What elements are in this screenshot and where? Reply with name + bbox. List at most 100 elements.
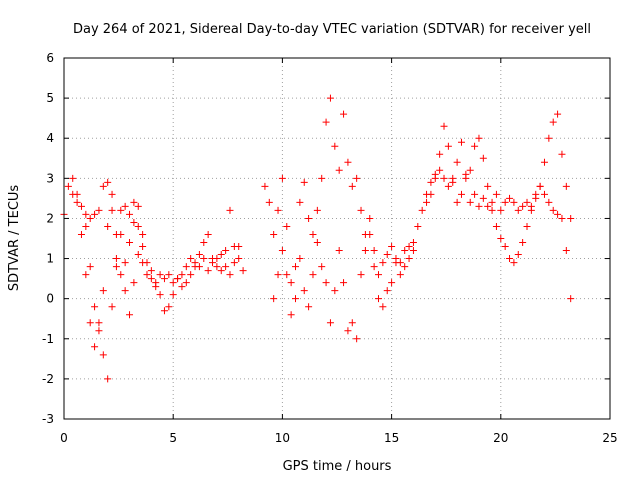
data-point bbox=[222, 263, 230, 271]
data-point bbox=[405, 255, 413, 263]
data-point bbox=[492, 190, 500, 198]
data-point bbox=[440, 122, 448, 130]
data-point bbox=[344, 158, 352, 166]
data-point bbox=[453, 158, 461, 166]
data-point bbox=[182, 279, 190, 287]
data-point bbox=[388, 279, 396, 287]
data-point bbox=[326, 94, 334, 102]
data-point bbox=[82, 210, 90, 218]
data-point bbox=[340, 279, 348, 287]
data-point bbox=[134, 202, 142, 210]
data-point bbox=[91, 210, 99, 218]
data-point bbox=[213, 255, 221, 263]
data-point bbox=[409, 239, 417, 247]
data-point bbox=[401, 263, 409, 271]
data-point bbox=[195, 251, 203, 259]
y-tick-label: 3 bbox=[46, 171, 54, 185]
data-point bbox=[121, 202, 129, 210]
data-point bbox=[457, 190, 465, 198]
data-point bbox=[160, 275, 168, 283]
data-point bbox=[64, 182, 72, 190]
axis-ticks: 0 5 10 15 20 25 -3 -2 -1 0 1 2 3 4 5 6 bbox=[42, 51, 618, 445]
data-point bbox=[313, 239, 321, 247]
y-tick-label: -1 bbox=[42, 332, 54, 346]
data-point bbox=[235, 255, 243, 263]
x-tick-label: 15 bbox=[384, 431, 399, 445]
data-point bbox=[121, 287, 129, 295]
data-point bbox=[86, 214, 94, 222]
data-point bbox=[270, 230, 278, 238]
y-tick-label: 4 bbox=[46, 131, 54, 145]
data-point bbox=[444, 142, 452, 150]
data-point bbox=[165, 271, 173, 279]
data-point bbox=[292, 295, 300, 303]
data-point bbox=[204, 267, 212, 275]
series-trace-d bbox=[261, 94, 575, 287]
y-tick-label: 2 bbox=[46, 211, 54, 225]
data-point bbox=[366, 214, 374, 222]
data-point bbox=[187, 255, 195, 263]
data-point bbox=[292, 263, 300, 271]
data-point bbox=[554, 110, 562, 118]
data-point bbox=[69, 174, 77, 182]
data-point bbox=[104, 375, 112, 383]
data-point bbox=[156, 291, 164, 299]
data-point bbox=[147, 275, 155, 283]
data-point bbox=[217, 267, 225, 275]
series-trace-f bbox=[423, 122, 575, 303]
data-point bbox=[471, 190, 479, 198]
data-point bbox=[506, 194, 514, 202]
data-point bbox=[82, 271, 90, 279]
data-point bbox=[169, 279, 177, 287]
data-point bbox=[95, 319, 103, 327]
data-point bbox=[405, 243, 413, 251]
data-point bbox=[466, 166, 474, 174]
y-tick-label: -3 bbox=[42, 412, 54, 426]
series-trace-a bbox=[60, 174, 247, 287]
data-point bbox=[357, 271, 365, 279]
data-point bbox=[523, 222, 531, 230]
data-point bbox=[436, 150, 444, 158]
data-point bbox=[479, 194, 487, 202]
data-point bbox=[475, 134, 483, 142]
data-point bbox=[401, 247, 409, 255]
data-points bbox=[60, 94, 575, 383]
data-point bbox=[126, 239, 134, 247]
data-point bbox=[335, 247, 343, 255]
data-point bbox=[296, 198, 304, 206]
data-point bbox=[95, 206, 103, 214]
data-point bbox=[322, 279, 330, 287]
data-point bbox=[357, 206, 365, 214]
data-point bbox=[554, 210, 562, 218]
data-point bbox=[479, 154, 487, 162]
x-tick-label: 10 bbox=[275, 431, 290, 445]
data-point bbox=[423, 198, 431, 206]
data-point bbox=[82, 222, 90, 230]
data-point bbox=[274, 206, 282, 214]
data-point bbox=[200, 239, 208, 247]
data-point bbox=[121, 259, 129, 267]
y-tick-label: 1 bbox=[46, 252, 54, 266]
data-point bbox=[374, 295, 382, 303]
data-point bbox=[318, 174, 326, 182]
data-point bbox=[235, 243, 243, 251]
data-point bbox=[104, 178, 112, 186]
data-point bbox=[112, 255, 120, 263]
data-point bbox=[449, 178, 457, 186]
data-point bbox=[278, 247, 286, 255]
data-point bbox=[226, 271, 234, 279]
data-point bbox=[152, 283, 160, 291]
data-point bbox=[156, 271, 164, 279]
data-point bbox=[484, 182, 492, 190]
data-point bbox=[383, 287, 391, 295]
data-point bbox=[353, 335, 361, 343]
data-point bbox=[514, 206, 522, 214]
series-trace-e bbox=[270, 214, 417, 343]
data-point bbox=[130, 198, 138, 206]
data-point bbox=[379, 303, 387, 311]
data-point bbox=[353, 174, 361, 182]
data-point bbox=[86, 319, 94, 327]
data-point bbox=[370, 247, 378, 255]
data-point bbox=[370, 263, 378, 271]
